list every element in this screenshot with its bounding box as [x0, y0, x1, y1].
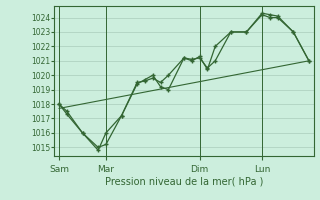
- X-axis label: Pression niveau de la mer( hPa ): Pression niveau de la mer( hPa ): [105, 177, 263, 187]
